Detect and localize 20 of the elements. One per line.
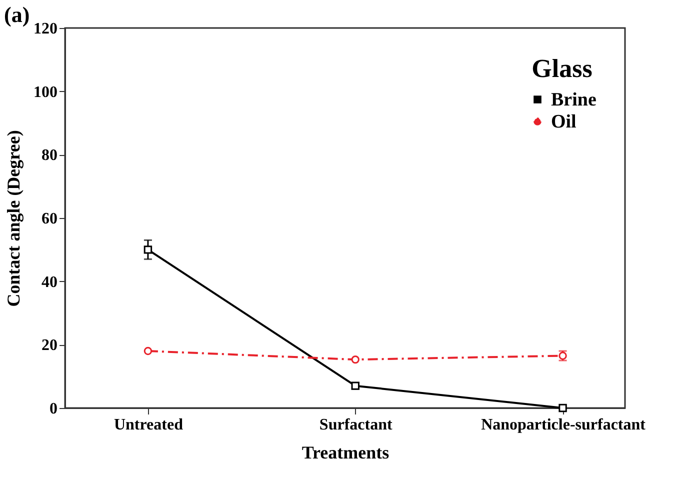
x-tick-label: Surfactant — [319, 416, 393, 434]
legend-label: Brine — [551, 90, 596, 110]
text: (a) — [4, 2, 30, 28]
y-tick-label: 20 — [42, 337, 58, 354]
legend-label: Oil — [551, 112, 576, 132]
x-tick-label: Untreated — [114, 416, 184, 434]
point — [351, 355, 360, 364]
x-axis-title: Treatments — [302, 442, 390, 462]
point — [144, 346, 152, 356]
y-tick-label: 40 — [42, 274, 58, 291]
legend-title: Glass — [532, 54, 592, 83]
y-axis-title: Contact angle (Degree) — [4, 130, 24, 307]
y-tick-label: 0 — [50, 400, 58, 418]
y-tick-label: 120 — [34, 20, 58, 38]
point — [558, 404, 567, 412]
x-tick-label: Nanoparticle-surfactant — [481, 416, 646, 434]
y-tick-label: 80 — [42, 147, 58, 164]
point — [144, 246, 152, 254]
y-tick-label: 60 — [42, 210, 58, 228]
y-tick-label: 100 — [34, 84, 58, 101]
